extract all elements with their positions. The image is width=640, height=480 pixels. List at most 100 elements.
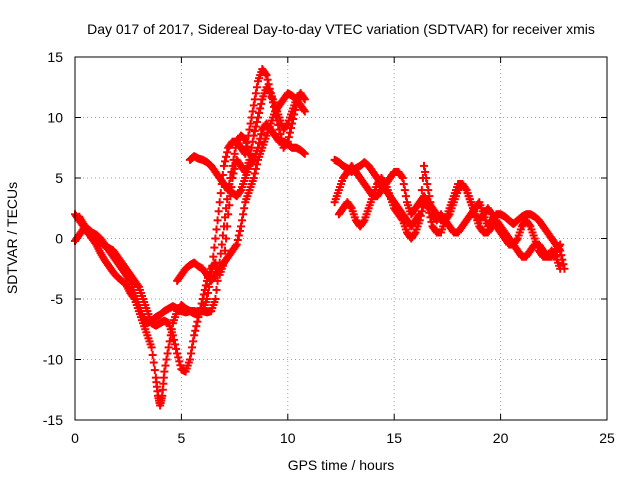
x-tick-label: 10: [280, 430, 296, 446]
data-point: [559, 260, 568, 269]
data-point: [229, 169, 238, 178]
data-point: [190, 331, 199, 340]
data-point: [234, 231, 243, 240]
data-point: [232, 240, 241, 249]
data-point: [300, 149, 309, 158]
data-point: [224, 210, 233, 219]
data-point: [256, 104, 265, 113]
data-point: [228, 174, 237, 182]
data-point: [186, 349, 195, 358]
y-tick-label: 10: [47, 110, 63, 126]
data-point: [199, 290, 208, 299]
series-5: [185, 152, 258, 201]
data-point: [417, 207, 426, 216]
data-point: [213, 216, 222, 225]
data-point: [423, 202, 432, 211]
data-point: [249, 131, 258, 140]
data-point: [555, 242, 564, 251]
data-point: [300, 107, 309, 116]
x-tick-label: 15: [386, 430, 402, 446]
data-point: [251, 164, 260, 173]
data-point: [195, 308, 204, 317]
data-point: [283, 137, 292, 146]
data-point: [299, 93, 308, 102]
data-point: [214, 207, 223, 216]
data-point: [359, 217, 368, 226]
data-point: [161, 361, 170, 370]
data-point: [421, 167, 430, 176]
data-point: [169, 335, 178, 344]
data-point: [419, 161, 428, 170]
data-point: [250, 169, 259, 178]
y-tick-label: 15: [47, 49, 63, 65]
data-point: [230, 164, 239, 173]
data-point: [162, 355, 171, 364]
data-point: [247, 143, 256, 152]
data-point: [400, 186, 409, 195]
data-point: [252, 83, 261, 92]
series-3: [75, 83, 309, 376]
data-point: [147, 343, 156, 352]
data-point: [276, 130, 285, 139]
y-axis-label: SDTVAR / TECUs: [4, 182, 20, 294]
data-point: [252, 118, 261, 127]
data-point: [150, 366, 159, 375]
grid-lines: [75, 57, 607, 420]
data-point: [174, 353, 183, 362]
data-point: [223, 222, 232, 231]
data-point: [196, 304, 205, 313]
data-point: [197, 299, 206, 308]
data-point: [163, 349, 172, 358]
data-point: [487, 208, 496, 217]
data-point: [426, 213, 435, 222]
series-8: [334, 174, 565, 273]
data-point: [556, 240, 565, 249]
data-point: [249, 155, 258, 164]
data-point: [185, 355, 194, 364]
data-point: [397, 172, 406, 181]
data-point: [424, 204, 433, 213]
x-tick-label: 25: [599, 430, 615, 446]
data-point: [219, 161, 228, 170]
data-point: [225, 201, 234, 210]
data-point: [248, 157, 257, 166]
data-point: [216, 189, 225, 198]
data-point: [251, 122, 260, 131]
data-point: [231, 242, 240, 251]
data-point: [222, 234, 231, 243]
data-point: [255, 108, 264, 117]
data-point: [216, 249, 225, 258]
data-point: [262, 71, 271, 80]
data-point: [233, 236, 242, 245]
data-point: [245, 125, 254, 134]
data-point: [300, 95, 309, 104]
data-point: [249, 174, 258, 182]
data-point: [191, 326, 200, 335]
data-point: [222, 152, 231, 161]
data-point: [172, 344, 181, 353]
data-point: [212, 285, 221, 294]
data-point: [201, 281, 210, 290]
data-point: [173, 349, 182, 358]
data-point: [423, 180, 432, 189]
data-point: [398, 174, 407, 182]
data-point: [221, 157, 230, 166]
data-point: [249, 101, 258, 110]
x-tick-label: 20: [493, 430, 509, 446]
data-point: [235, 226, 244, 235]
data-points: [71, 65, 569, 410]
data-point: [248, 107, 257, 116]
data-point: [217, 240, 226, 249]
data-point: [246, 149, 255, 158]
data-point: [425, 208, 434, 217]
data-point: [346, 202, 355, 211]
data-point: [556, 264, 565, 273]
data-point: [512, 236, 521, 245]
data-point: [164, 343, 173, 352]
data-point: [194, 313, 203, 322]
data-point: [209, 252, 218, 261]
data-point: [422, 174, 431, 182]
data-point: [176, 361, 185, 370]
data-point: [282, 121, 291, 130]
data-point: [238, 216, 247, 225]
